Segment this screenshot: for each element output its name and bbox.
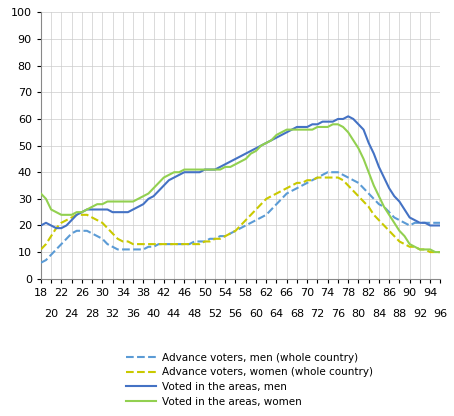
Text: 56: 56 bbox=[228, 309, 242, 319]
Text: 84: 84 bbox=[372, 309, 386, 319]
Text: 36: 36 bbox=[126, 309, 140, 319]
Text: 60: 60 bbox=[249, 309, 263, 319]
Text: 28: 28 bbox=[85, 309, 99, 319]
Text: 32: 32 bbox=[105, 309, 120, 319]
Text: 88: 88 bbox=[392, 309, 406, 319]
Text: 76: 76 bbox=[331, 309, 345, 319]
Text: 92: 92 bbox=[413, 309, 427, 319]
Text: 44: 44 bbox=[167, 309, 181, 319]
Legend: Advance voters, men (whole country), Advance voters, women (whole country), Vote: Advance voters, men (whole country), Adv… bbox=[127, 353, 373, 406]
Text: 64: 64 bbox=[269, 309, 284, 319]
Text: 52: 52 bbox=[208, 309, 222, 319]
Text: 20: 20 bbox=[44, 309, 58, 319]
Text: 24: 24 bbox=[64, 309, 79, 319]
Text: 68: 68 bbox=[290, 309, 304, 319]
Text: 48: 48 bbox=[188, 309, 202, 319]
Text: 72: 72 bbox=[311, 309, 325, 319]
Text: 96: 96 bbox=[433, 309, 448, 319]
Text: 40: 40 bbox=[147, 309, 161, 319]
Text: 80: 80 bbox=[351, 309, 365, 319]
